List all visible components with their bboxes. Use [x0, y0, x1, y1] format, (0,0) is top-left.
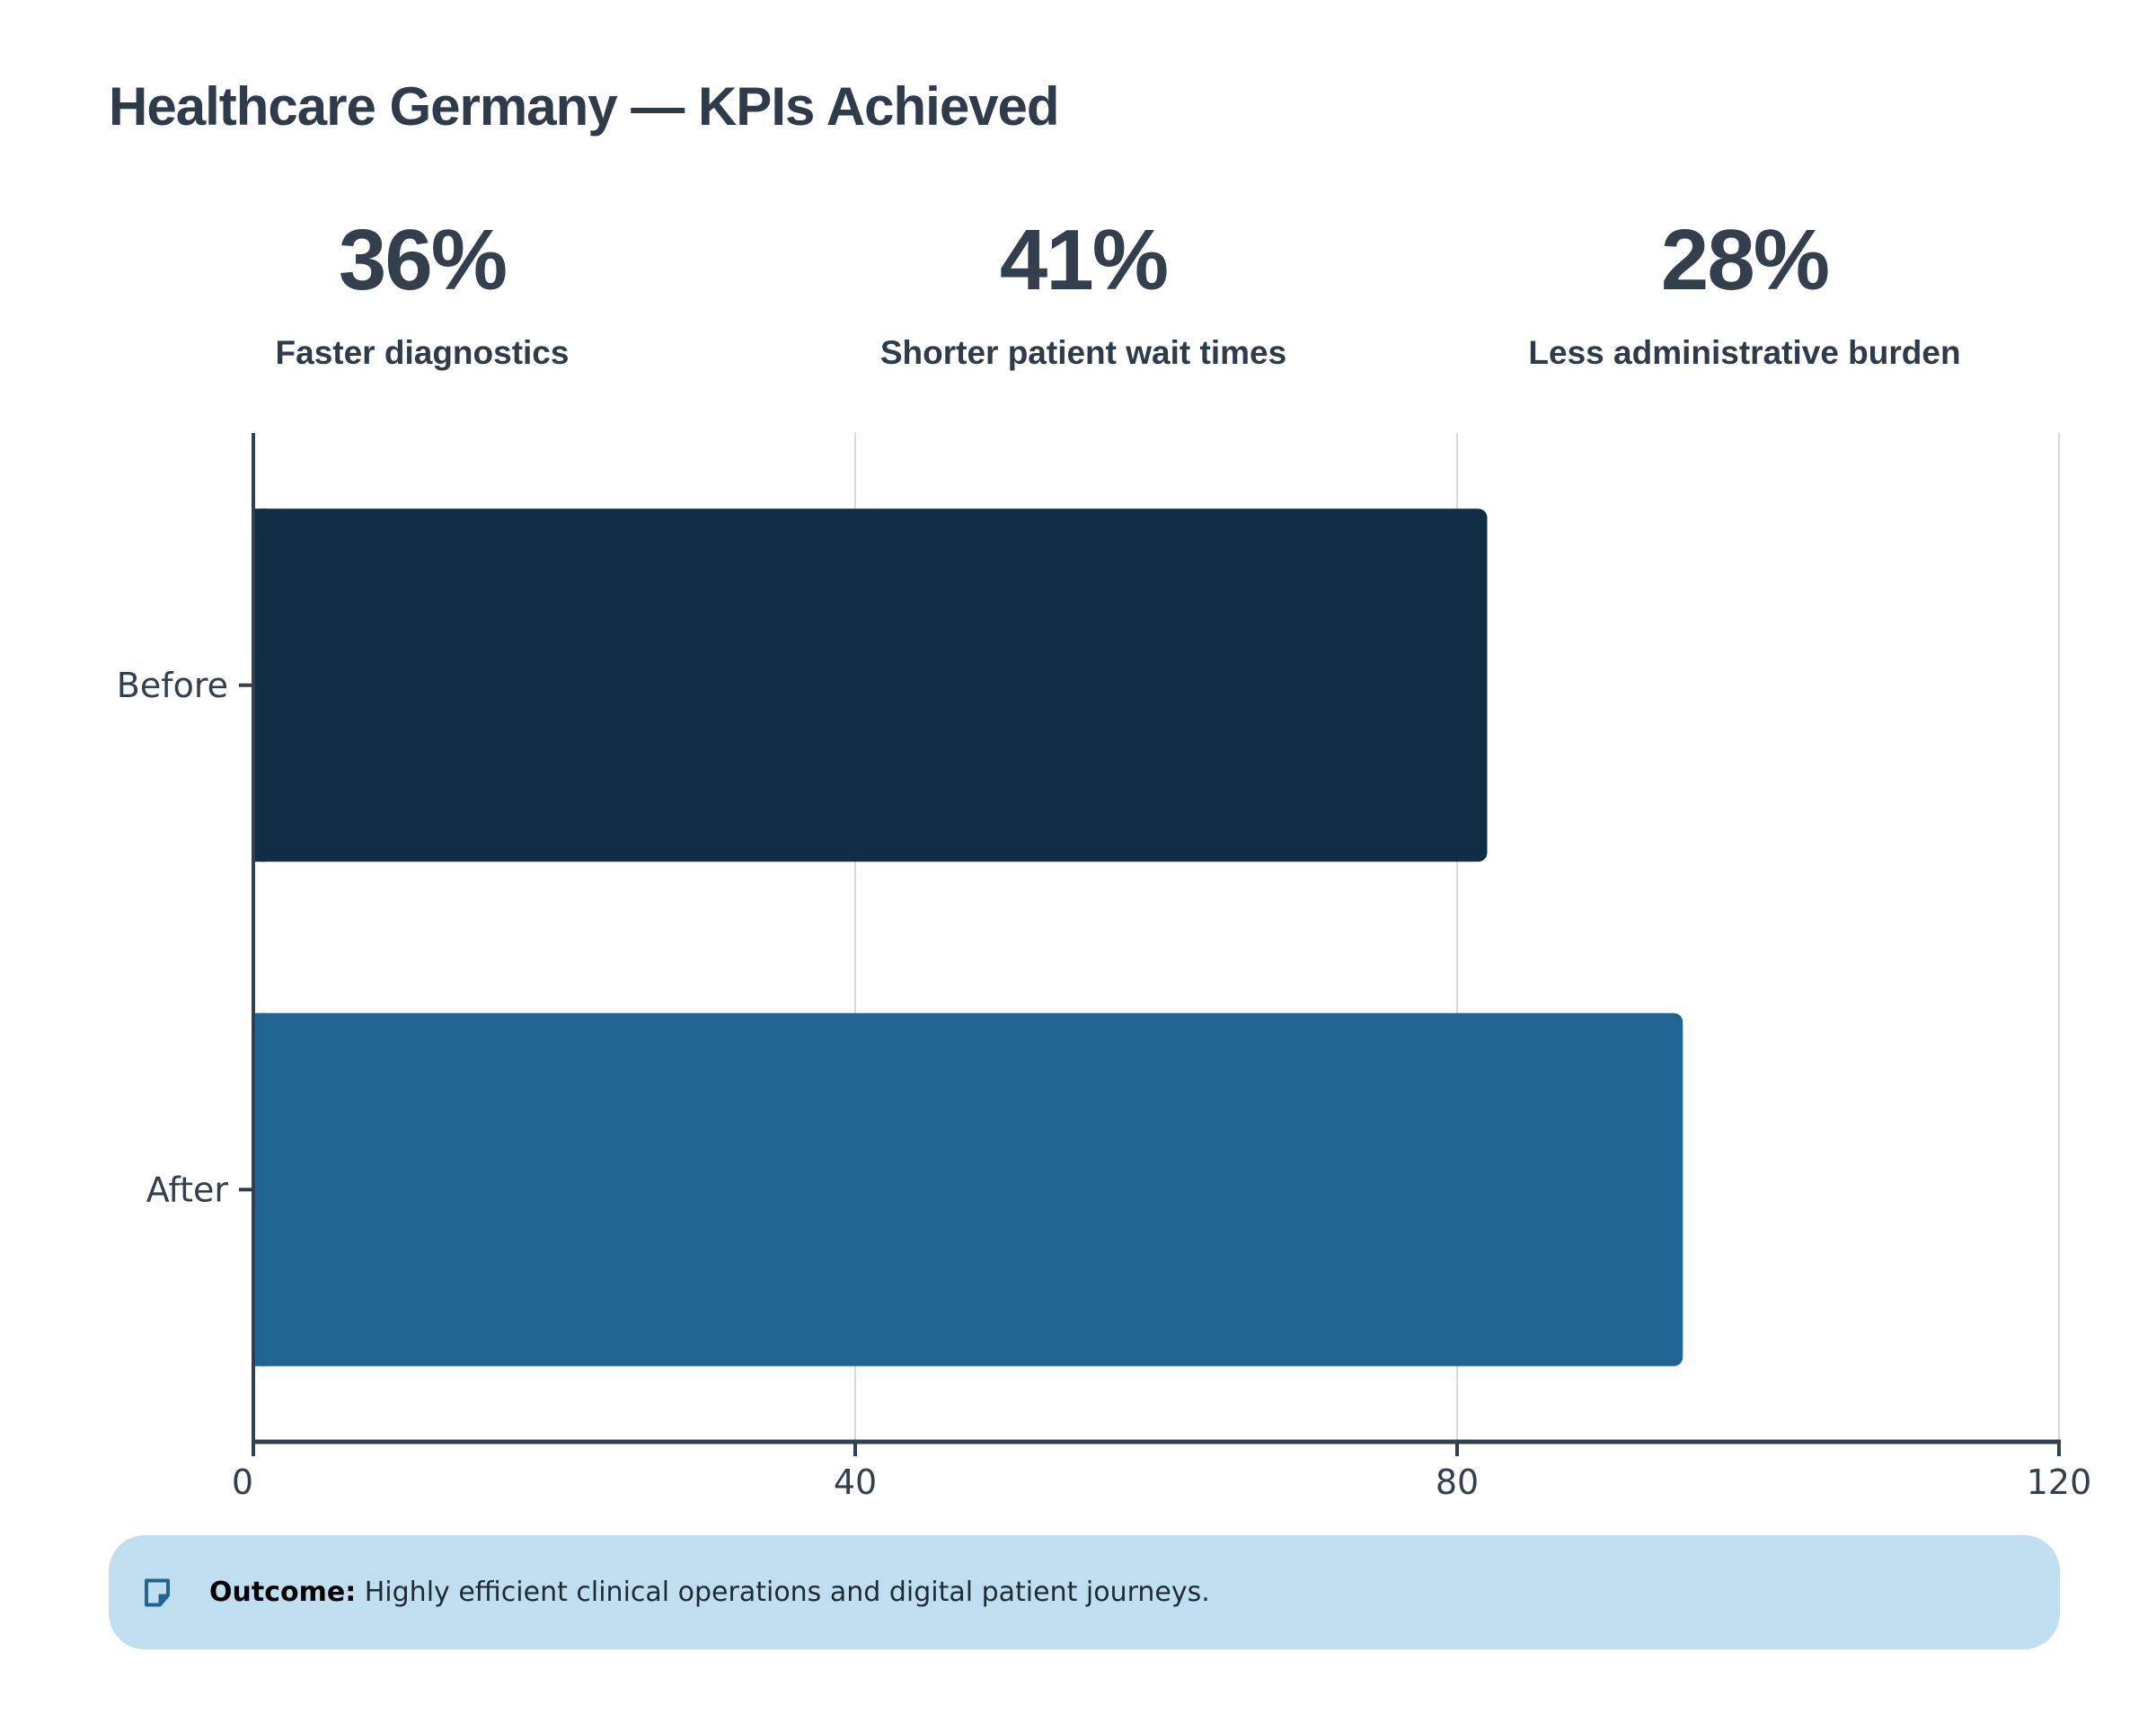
page-title: Healthcare Germany — KPIs Achieved: [109, 76, 1060, 137]
x-tick-label-0: 0: [232, 1462, 253, 1502]
bar-chart: Before After 0 40 80 120: [117, 433, 2092, 1502]
outcome-callout: Outcome: Highly efficient clinical opera…: [109, 1535, 2060, 1649]
kpi-label: Less administrative burden: [1528, 334, 1961, 371]
kpi-value: 36%: [338, 212, 508, 308]
outcome-label: Outcome:: [209, 1577, 357, 1608]
bar-before-base: [253, 508, 266, 862]
kpi-label: Shorter patient wait times: [879, 334, 1287, 371]
kpi-label: Faster diagnostics: [275, 334, 570, 371]
bar-after-base: [253, 1012, 266, 1366]
y-tick-label-after: After: [146, 1170, 229, 1209]
x-tick-label-120: 120: [2027, 1462, 2092, 1502]
bar-before: [253, 508, 1488, 862]
x-tick-label-80: 80: [1436, 1462, 1479, 1502]
kpi-shorter-wait-times: 41% Shorter patient wait times: [769, 207, 1398, 375]
kpi-value: 41%: [999, 212, 1169, 308]
kpi-value: 28%: [1660, 212, 1830, 308]
kpi-row: 36% Faster diagnostics 41% Shorter patie…: [0, 207, 2156, 386]
kpi-faster-diagnostics: 36% Faster diagnostics: [108, 207, 737, 375]
note-icon: [145, 1578, 170, 1606]
kpi-less-admin-burden: 28% Less administrative burden: [1430, 207, 2059, 375]
outcome-text: Outcome: Highly efficient clinical opera…: [209, 1577, 1210, 1608]
bar-after: [253, 1012, 1683, 1366]
x-tick-label-40: 40: [834, 1462, 877, 1502]
outcome-description: Highly efficient clinical operations and…: [364, 1577, 1210, 1608]
y-tick-label-before: Before: [117, 666, 228, 705]
